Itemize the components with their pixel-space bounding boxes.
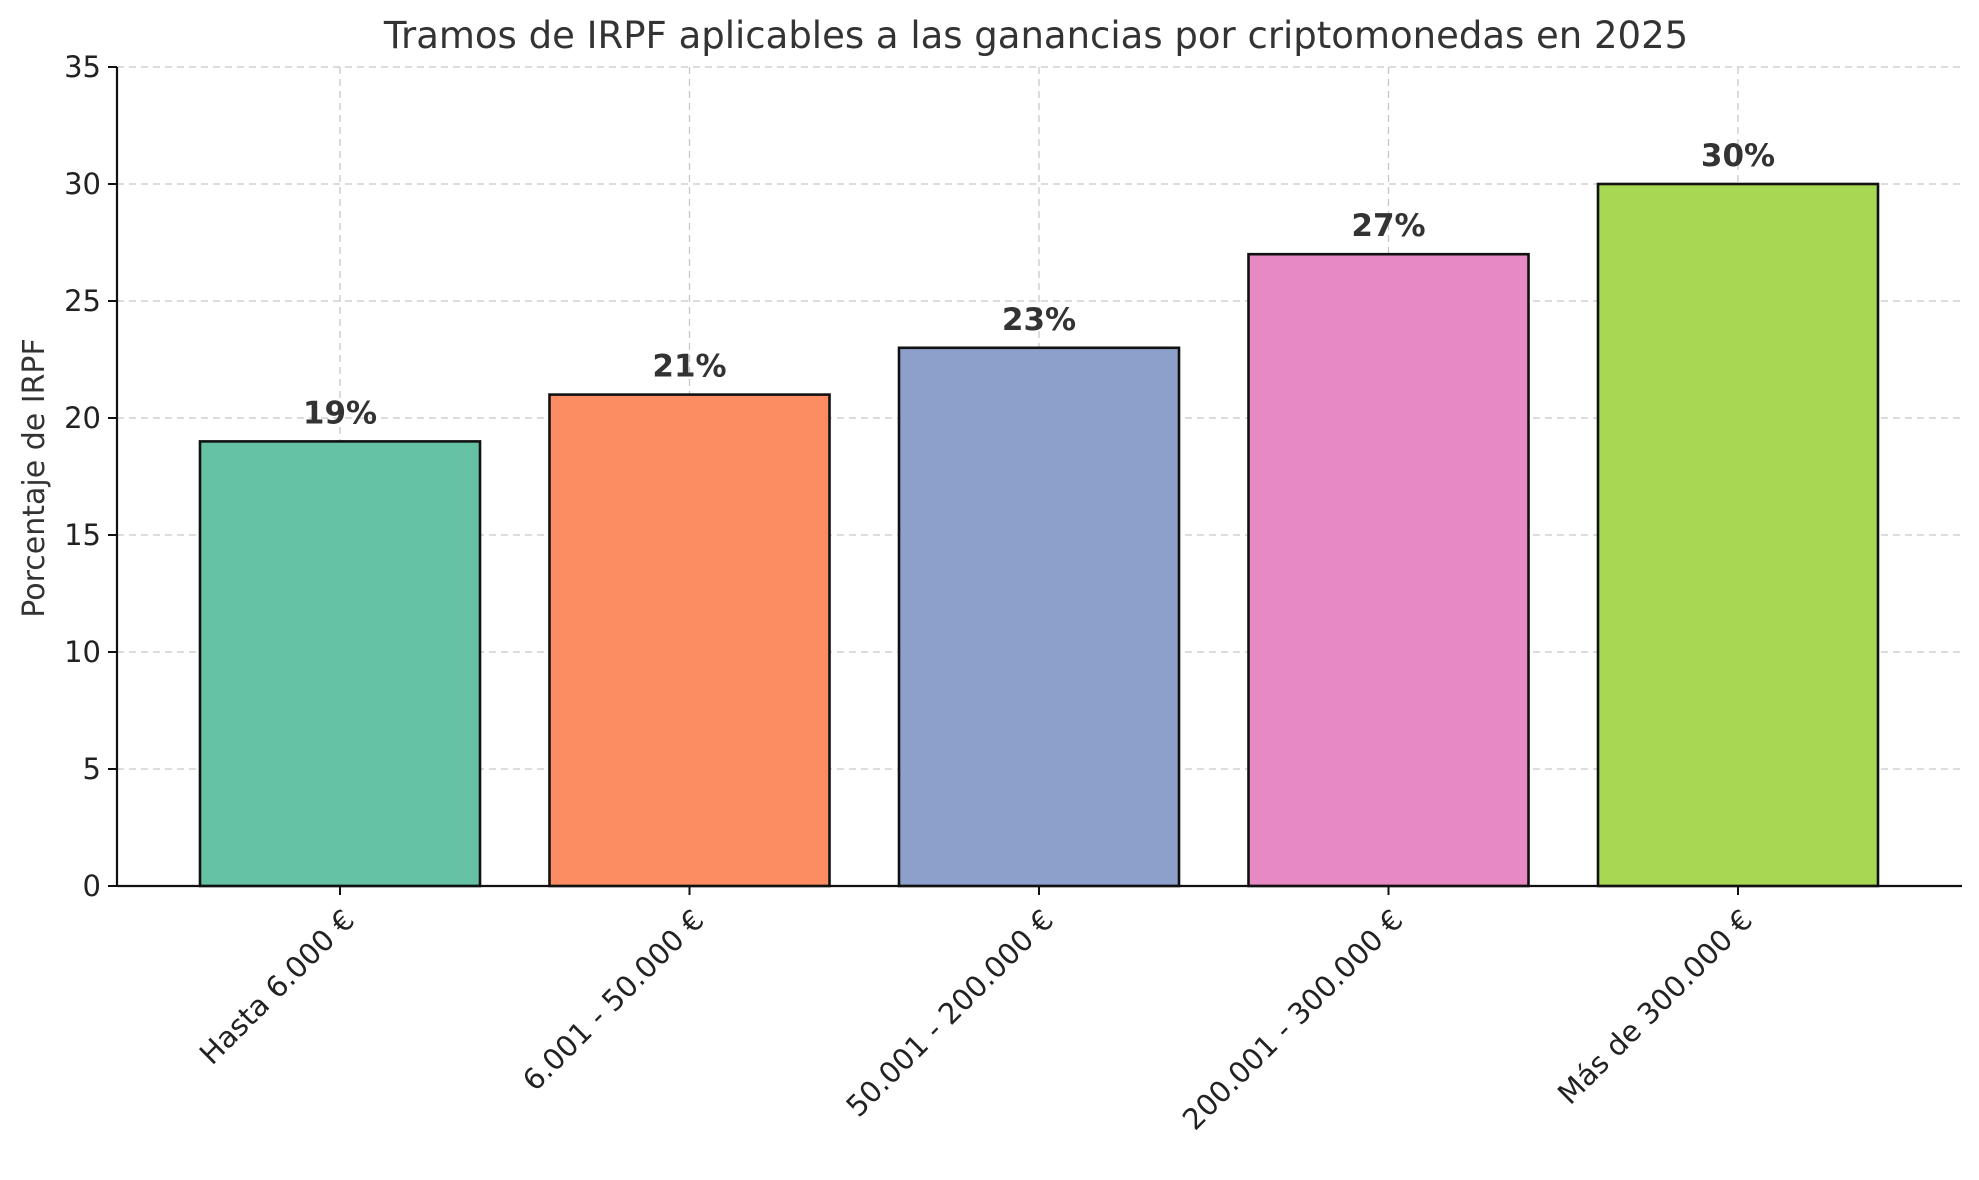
x-tick-label: Hasta 6.000 € [193, 903, 361, 1071]
bar-value-label: 23% [1002, 302, 1076, 338]
bar-value-label: 21% [652, 349, 726, 385]
x-tick-label: 200.001 - 300.000 € [1176, 903, 1410, 1137]
y-tick-label: 5 [83, 752, 101, 786]
x-tick-label: 6.001 - 50.000 € [516, 903, 710, 1097]
value-labels: 19% 21% 23% 27% 30% [303, 138, 1775, 431]
y-tick-label: 35 [64, 50, 101, 84]
y-tick-label: 15 [64, 518, 101, 552]
y-tick-label: 25 [64, 284, 101, 318]
bar-1 [198, 440, 482, 888]
bar-value-label: 19% [303, 395, 377, 431]
bar-value-label: 30% [1701, 138, 1775, 174]
bar-4 [1247, 252, 1530, 888]
bar-5 [1596, 182, 1880, 888]
y-axis-label: Porcentaje de IRPF [17, 338, 52, 618]
chart-title: Tramos de IRPF aplicables a las ganancia… [383, 14, 1688, 57]
axes [108, 66, 1962, 895]
bar-3 [897, 346, 1181, 888]
y-tick-label: 30 [64, 167, 101, 201]
x-tick-label: Más de 300.000 € [1551, 903, 1759, 1111]
y-tick-label: 20 [64, 401, 101, 435]
y-tick-labels: 0 5 10 15 20 25 30 35 [64, 50, 101, 903]
bar-value-label: 27% [1351, 208, 1425, 244]
y-tick-label: 0 [83, 869, 101, 903]
x-tick-labels: Hasta 6.000 € 6.001 - 50.000 € 50.001 - 20… [193, 903, 1759, 1137]
x-tick-label: 50.001 - 200.000 € [839, 903, 1060, 1124]
y-tick-label: 10 [64, 635, 101, 669]
bar-2 [548, 393, 831, 888]
